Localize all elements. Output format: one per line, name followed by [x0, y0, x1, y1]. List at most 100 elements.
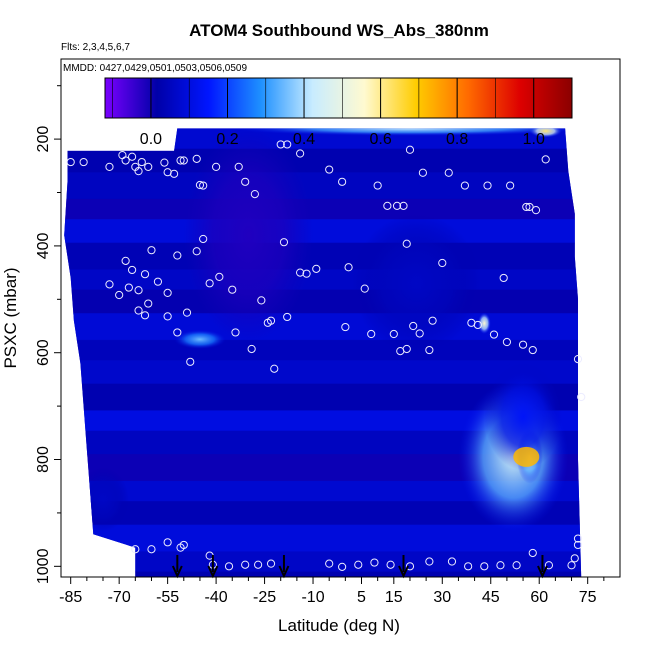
observation-point: [199, 234, 208, 244]
observation-point: [134, 167, 143, 176]
observation-point: [312, 264, 321, 273]
observation-point: [257, 296, 266, 305]
observation-point: [528, 548, 537, 558]
colorbar-tick-label: 0.0: [140, 131, 162, 148]
observation-point: [140, 311, 150, 320]
observation-point: [247, 344, 256, 354]
observation-point: [140, 270, 150, 279]
observation-point: [418, 168, 427, 177]
observation-point: [415, 329, 424, 338]
heatmap-feature: [513, 446, 540, 467]
observation-point: [405, 562, 415, 571]
observation-point: [460, 181, 470, 190]
observation-point: [386, 560, 395, 569]
observation-point: [302, 269, 311, 278]
heatmap-feature: [232, 128, 582, 136]
observation-point: [573, 540, 583, 550]
observation-point: [137, 157, 146, 167]
chart-title: ATOM4 Southbound WS_Abs_380nm: [189, 21, 489, 40]
y-tick-label: 400: [35, 232, 52, 259]
observation-point: [528, 345, 537, 355]
x-tick-label: 45: [482, 589, 500, 606]
observation-point: [199, 181, 208, 190]
observation-point: [228, 285, 237, 294]
heatmap-band: [64, 313, 582, 341]
observation-point: [447, 557, 457, 566]
heatmap-feature: [77, 467, 129, 532]
observation-point: [499, 273, 508, 283]
colorbar-tick-label: 0.2: [216, 131, 238, 148]
observation-point: [483, 181, 492, 190]
heatmap-band: [64, 430, 582, 455]
observation-point: [573, 355, 583, 364]
observation-point: [179, 540, 188, 550]
observation-point: [399, 201, 408, 210]
observation-point: [338, 562, 347, 571]
y-tick-label: 800: [35, 446, 52, 473]
observation-point: [127, 152, 137, 161]
observation-point: [570, 554, 579, 563]
observation-point: [389, 329, 398, 339]
observation-point: [296, 268, 305, 277]
observation-point: [211, 162, 221, 171]
heatmap-band: [64, 571, 582, 577]
observation-point: [496, 561, 505, 570]
observation-point: [531, 206, 541, 215]
observation-point: [134, 306, 143, 315]
observation-point: [473, 320, 482, 330]
colorbar-tick-label: 0.8: [446, 131, 468, 148]
heatmap-band: [64, 551, 582, 573]
observation-point: [425, 557, 434, 566]
observation-point: [544, 561, 554, 570]
observation-point: [325, 559, 334, 568]
x-tick-label: -70: [108, 589, 131, 606]
observation-point: [173, 251, 182, 260]
observation-point: [325, 165, 334, 174]
heatmap-band: [64, 269, 582, 291]
observation-point: [121, 256, 130, 265]
observation-point: [279, 238, 289, 247]
flight-marker-arrow: [278, 555, 290, 579]
observation-point: [144, 299, 153, 308]
observation-point: [163, 538, 172, 547]
observation-point: [192, 247, 201, 256]
colorbar-tick-label: 0.4: [293, 131, 315, 148]
flight-marker-arrow: [171, 555, 183, 579]
observation-point: [283, 312, 292, 322]
observation-point: [179, 156, 188, 165]
heatmap-band: [64, 480, 582, 502]
observation-point: [176, 156, 185, 165]
observation-point: [270, 364, 279, 373]
observation-point: [338, 177, 347, 186]
observation-point: [173, 328, 182, 337]
observation-point: [205, 279, 214, 288]
observation-point: [66, 157, 75, 167]
y-tick-label: 1000: [35, 548, 52, 584]
observation-point: [480, 562, 489, 571]
observation-point: [276, 140, 285, 149]
observation-points: [66, 140, 586, 571]
x-tick-label: 15: [385, 589, 403, 606]
observation-point: [79, 157, 88, 167]
heatmap-band: [64, 198, 582, 220]
observation-point: [502, 337, 512, 347]
y-tick-label: 600: [35, 339, 52, 366]
observation-point: [241, 177, 250, 186]
observation-point: [250, 190, 259, 199]
heatmap-band: [64, 524, 582, 552]
heatmap-band: [64, 289, 582, 314]
flight-marker-arrow: [207, 555, 219, 579]
heatmap-feature: [529, 128, 562, 138]
observation-point: [147, 545, 156, 554]
heatmap-band: [64, 339, 582, 361]
observation-point: [577, 392, 586, 402]
x-tick-label: 60: [530, 589, 548, 606]
observation-point: [215, 272, 224, 281]
observation-point: [402, 344, 411, 354]
observation-point: [344, 263, 353, 272]
observation-point: [489, 330, 499, 339]
observation-point: [153, 277, 163, 286]
observation-point: [392, 201, 402, 210]
observation-point: [354, 560, 363, 569]
